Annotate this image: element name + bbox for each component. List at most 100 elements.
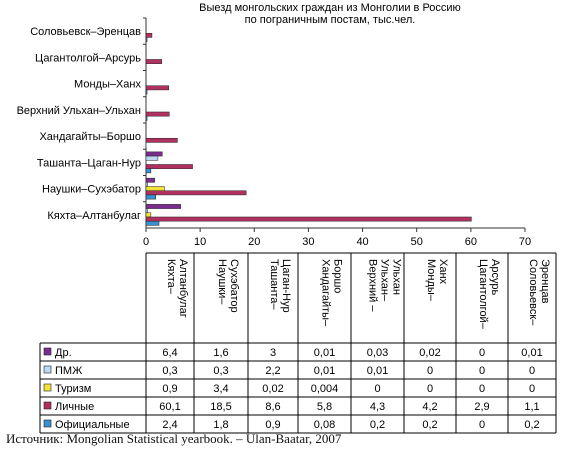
chart-title: Выезд монгольских граждан из Монголии в … (199, 2, 461, 26)
table-cell: 0,2 (524, 419, 539, 431)
bar (145, 212, 152, 218)
x-tick-label: 20 (248, 236, 260, 248)
table-cell: 0 (427, 365, 433, 377)
table-cell: 2,2 (265, 365, 280, 377)
table-cell: 3,4 (213, 383, 228, 395)
table-cell: 0,3 (213, 365, 228, 377)
table-header-line: Верхний – (367, 259, 379, 312)
legend-swatch (43, 347, 52, 356)
table-cell: 0,08 (314, 419, 335, 431)
chart-title-line: по пограничным постам, тыс.чел. (245, 14, 416, 26)
bar (145, 190, 247, 196)
table-cell: 0,2 (370, 419, 385, 431)
bar (145, 194, 156, 200)
table-cell: 0,01 (521, 347, 542, 359)
table-header-line: Цаган-Нур (280, 259, 292, 313)
category-label: Ташанта–Цаган-Нур (37, 157, 141, 169)
data-table: Кяхта– Алтанбулаг Наушки– Сухэбатор Ташанта–… (39, 252, 557, 434)
legend-label: Туризм (55, 383, 91, 395)
table-cell: 0,01 (314, 347, 335, 359)
table-cell: 6,4 (162, 347, 177, 359)
bar (145, 137, 178, 143)
table-header-line: Кяхта– (165, 259, 177, 295)
table-cell: 1,8 (213, 419, 228, 431)
table-cell: 4,3 (370, 401, 385, 413)
table-cell: 0,3 (162, 365, 177, 377)
table-cell: 0,02 (419, 347, 440, 359)
category-label: Кяхта–Алтанбулаг (47, 210, 141, 222)
x-axis: 0 10 20 30 40 50 60 70 (143, 228, 531, 248)
bar (145, 32, 153, 38)
table-header-line: Хандагайты– (320, 259, 332, 327)
x-tick-label: 70 (519, 236, 531, 248)
bar (145, 151, 163, 157)
bar (145, 111, 170, 117)
table-cell: 0,004 (311, 383, 339, 395)
bar (145, 85, 169, 91)
legend-label: Др. (55, 347, 72, 359)
table-header-line: Наушки– (216, 259, 228, 305)
table-cell: 18,5 (210, 401, 231, 413)
table-header-line: Алтанбулаг (177, 259, 189, 318)
plot-area (143, 17, 525, 229)
table-header-line: Ульхан– (379, 259, 391, 302)
table-cell: 2,9 (474, 401, 489, 413)
source-note: Источник: Mongolian Statistical yearbook… (6, 431, 342, 446)
bar (145, 204, 181, 209)
table-header: Монды– Ханх (425, 259, 449, 302)
table-cell: 0,01 (367, 365, 388, 377)
legend-label: Официальные (55, 419, 130, 431)
table-header-line: Ульхан (391, 259, 403, 295)
legend-label: Личные (55, 401, 94, 413)
category-label: Хандагайты–Боршо (39, 131, 141, 143)
table-cell: 1,1 (524, 401, 539, 413)
category-label: Цагантолгой–Арсурь (35, 52, 141, 64)
table-header-line: Монды– (425, 259, 437, 302)
x-tick-label: 60 (465, 236, 477, 248)
table-cell: 0,03 (367, 347, 388, 359)
x-tick-label: 50 (411, 236, 423, 248)
table-header-line: Цагантолгой– (477, 259, 489, 330)
table-header-line: Соловьевск– (527, 259, 539, 326)
table-cell: 60,1 (159, 401, 180, 413)
legend-swatch (43, 419, 52, 428)
table-cell: 0 (374, 383, 380, 395)
category-label: Наушки–Сухэбатор (42, 184, 141, 196)
table-cell: 0 (427, 383, 433, 395)
table-cell: 0 (479, 383, 485, 395)
bar (145, 89, 148, 95)
x-tick-label: 0 (143, 236, 149, 248)
x-tick-label: 30 (302, 236, 314, 248)
table-cell: 2,4 (162, 419, 177, 431)
table-header: Соловьевск– Эренцав (527, 259, 551, 326)
legend-label: ПМЖ (55, 365, 82, 377)
x-tick-label: 10 (194, 236, 206, 248)
table-header-line: Ташанта– (268, 259, 280, 310)
table-cell: 0 (529, 383, 535, 395)
table-cell: 3 (270, 347, 276, 359)
table-cell: 0,9 (162, 383, 177, 395)
table-cell: 8,6 (265, 401, 280, 413)
category-labels: Кяхта–Алтанбулаг Наушки–Сухэбатор Ташанта–… (17, 26, 142, 222)
bar (145, 177, 155, 183)
table-cell: 0,01 (314, 365, 335, 377)
bar (145, 220, 160, 226)
table-header: Хандагайты– Боршо (320, 259, 344, 327)
table-header-line: Эренцав (539, 259, 551, 304)
table-cell: 1,6 (213, 347, 228, 359)
x-tick-label: 40 (356, 236, 368, 248)
table-cell: 5,8 (317, 401, 332, 413)
table-cell: 0 (529, 365, 535, 377)
table-header-line: Арсурь (489, 259, 501, 295)
bars (145, 20, 472, 226)
table-header-line: Боршо (332, 259, 344, 293)
bar (145, 216, 472, 222)
table-header-line: Ханх (437, 259, 449, 285)
table-header-line: Сухэбатор (228, 259, 240, 313)
category-label: Соловьевск–Эренцав (30, 26, 141, 38)
bar (145, 208, 148, 214)
table-cell: 0,2 (422, 419, 437, 431)
category-label: Верхний Ульхан–Ульхан (17, 105, 141, 117)
table-cell: 0,02 (262, 383, 283, 395)
